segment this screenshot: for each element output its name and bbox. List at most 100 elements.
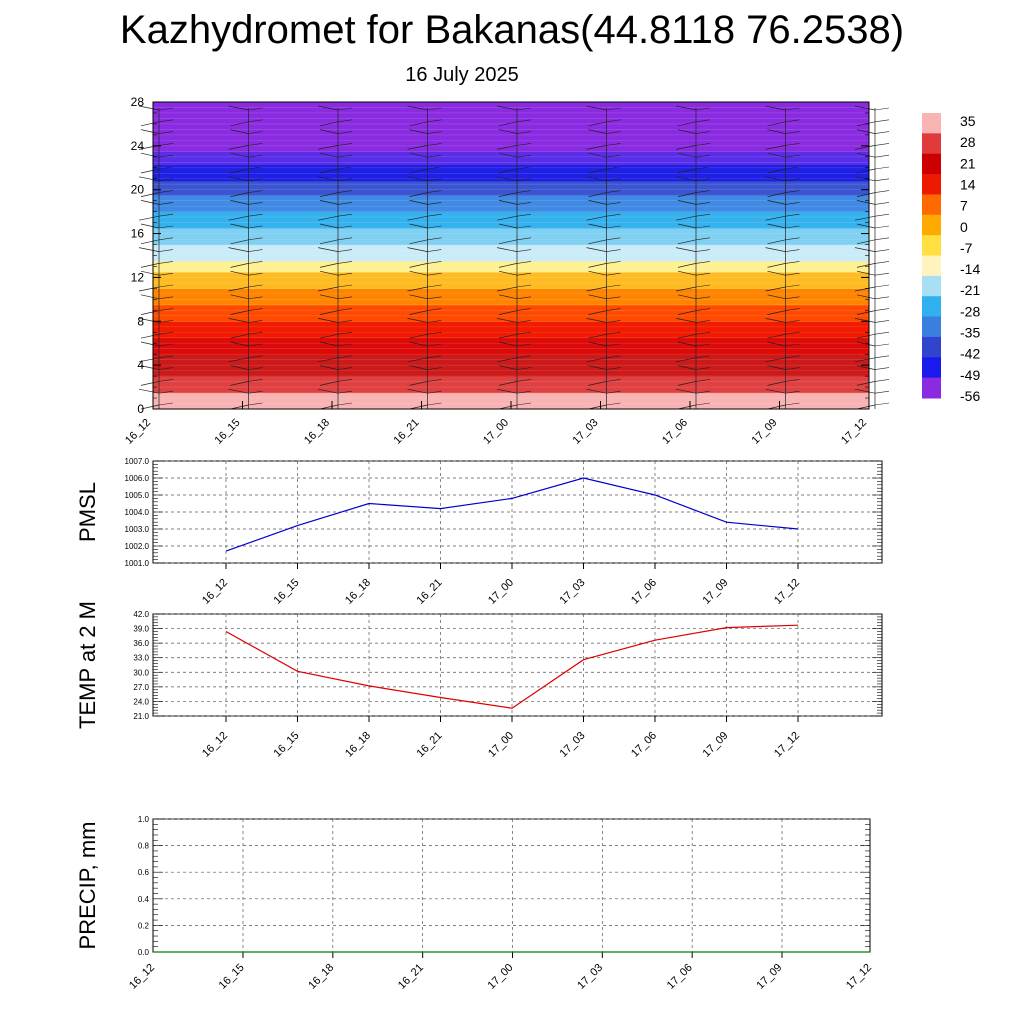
colorbar-swatch <box>922 174 941 195</box>
wind-barb <box>606 320 621 323</box>
colorbar-label: -49 <box>960 367 980 383</box>
wind-barb <box>228 286 249 292</box>
wind-barb <box>230 404 249 410</box>
wind-barb <box>158 237 174 241</box>
wind-barb <box>158 367 174 370</box>
colorbar-swatch <box>922 113 941 134</box>
wind-barb <box>496 247 518 252</box>
wind-barb-column <box>854 105 890 410</box>
wind-barb <box>767 121 786 127</box>
wind-barb <box>248 202 263 205</box>
wind-barb <box>337 213 353 217</box>
wind-barb <box>874 355 890 359</box>
wind-barb <box>677 152 697 158</box>
wind-barb <box>677 341 697 347</box>
wind-barb <box>319 239 339 245</box>
wind-barb <box>337 284 353 288</box>
y-tick-label: 1001.0 <box>125 559 150 568</box>
wind-barb <box>140 310 160 315</box>
wind-barb <box>317 215 339 221</box>
wind-barb <box>248 225 263 229</box>
wind-barb <box>248 131 263 134</box>
wind-barb <box>856 200 876 205</box>
wind-barb <box>230 270 249 276</box>
y-tick-label: 1004.0 <box>125 508 150 517</box>
wind-barb <box>785 402 800 406</box>
y-tick-label: 33.0 <box>133 654 149 663</box>
wind-barb <box>319 341 339 347</box>
wind-barb <box>765 215 786 221</box>
wind-barb <box>785 178 800 182</box>
wind-barb <box>427 178 442 182</box>
x-tick-label: 16_18 <box>343 730 373 760</box>
wind-barb <box>140 200 160 205</box>
wind-barb <box>427 355 442 359</box>
wind-barb <box>856 168 876 174</box>
wind-barb <box>588 223 607 229</box>
wind-barb <box>586 145 607 150</box>
wind-barb <box>854 318 876 323</box>
wind-barb <box>874 249 890 252</box>
y-tick-label: 30.0 <box>133 668 149 677</box>
y-tick-label: 4 <box>137 358 144 372</box>
wind-barb <box>695 249 711 252</box>
wind-barb <box>785 331 800 335</box>
wind-barb <box>856 404 876 410</box>
wind-barb <box>606 284 621 288</box>
wind-barb <box>319 152 339 158</box>
wind-barb <box>516 355 532 359</box>
wind-barb <box>767 223 786 229</box>
wind-barb <box>158 166 174 170</box>
wind-barb <box>337 131 353 134</box>
wind-barb <box>765 388 786 394</box>
wind-barb <box>856 294 876 300</box>
y-tick-label: 27.0 <box>133 683 149 692</box>
wind-barb <box>158 402 174 406</box>
x-tick-label: 17_09 <box>701 577 731 607</box>
wind-barb <box>158 190 174 193</box>
wind-barb <box>516 390 532 394</box>
colorbar-label: -14 <box>960 261 980 277</box>
wind-barb <box>140 239 160 245</box>
wind-barb <box>158 107 174 111</box>
wind-barb <box>677 223 697 229</box>
wind-barb <box>337 202 353 205</box>
wind-barb <box>158 154 174 158</box>
y-tick-label: 1003.0 <box>125 525 150 534</box>
wind-barb <box>337 107 353 111</box>
wind-barb <box>675 286 697 292</box>
wind-barb <box>874 131 890 134</box>
wind-barb <box>767 310 786 315</box>
wind-barb <box>695 331 711 335</box>
wind-barb <box>158 249 174 252</box>
wind-barb <box>158 390 174 394</box>
wind-barb <box>785 284 800 288</box>
wind-barb <box>409 192 428 197</box>
wind-barb <box>248 119 263 123</box>
wind-barb <box>516 237 532 241</box>
wind-barb <box>427 190 442 193</box>
wind-barb <box>606 225 621 229</box>
wind-barb <box>606 390 621 394</box>
wind-barb <box>427 261 442 264</box>
wind-barb <box>248 249 263 252</box>
wind-barb <box>606 261 621 264</box>
wind-barb <box>248 402 263 406</box>
y-tick-label: 0.6 <box>138 868 150 877</box>
wind-barb <box>606 166 621 170</box>
wind-barb <box>158 213 174 217</box>
wind-barb <box>765 318 786 323</box>
y-axis-label: PRECIP, mm <box>75 822 100 950</box>
wind-barb <box>248 261 263 264</box>
colorbar-label: -35 <box>960 325 980 341</box>
wind-barb <box>856 333 876 339</box>
wind-barb <box>248 107 263 111</box>
wind-barb <box>498 121 518 127</box>
y-tick-label: 1006.0 <box>125 474 150 483</box>
wind-barb <box>874 166 890 170</box>
colorbar-swatch <box>922 255 941 277</box>
x-tick-label: 17_12 <box>839 417 869 447</box>
wind-barb <box>765 105 786 111</box>
x-tick-label: 17_00 <box>486 577 516 607</box>
wind-barb <box>407 388 428 394</box>
